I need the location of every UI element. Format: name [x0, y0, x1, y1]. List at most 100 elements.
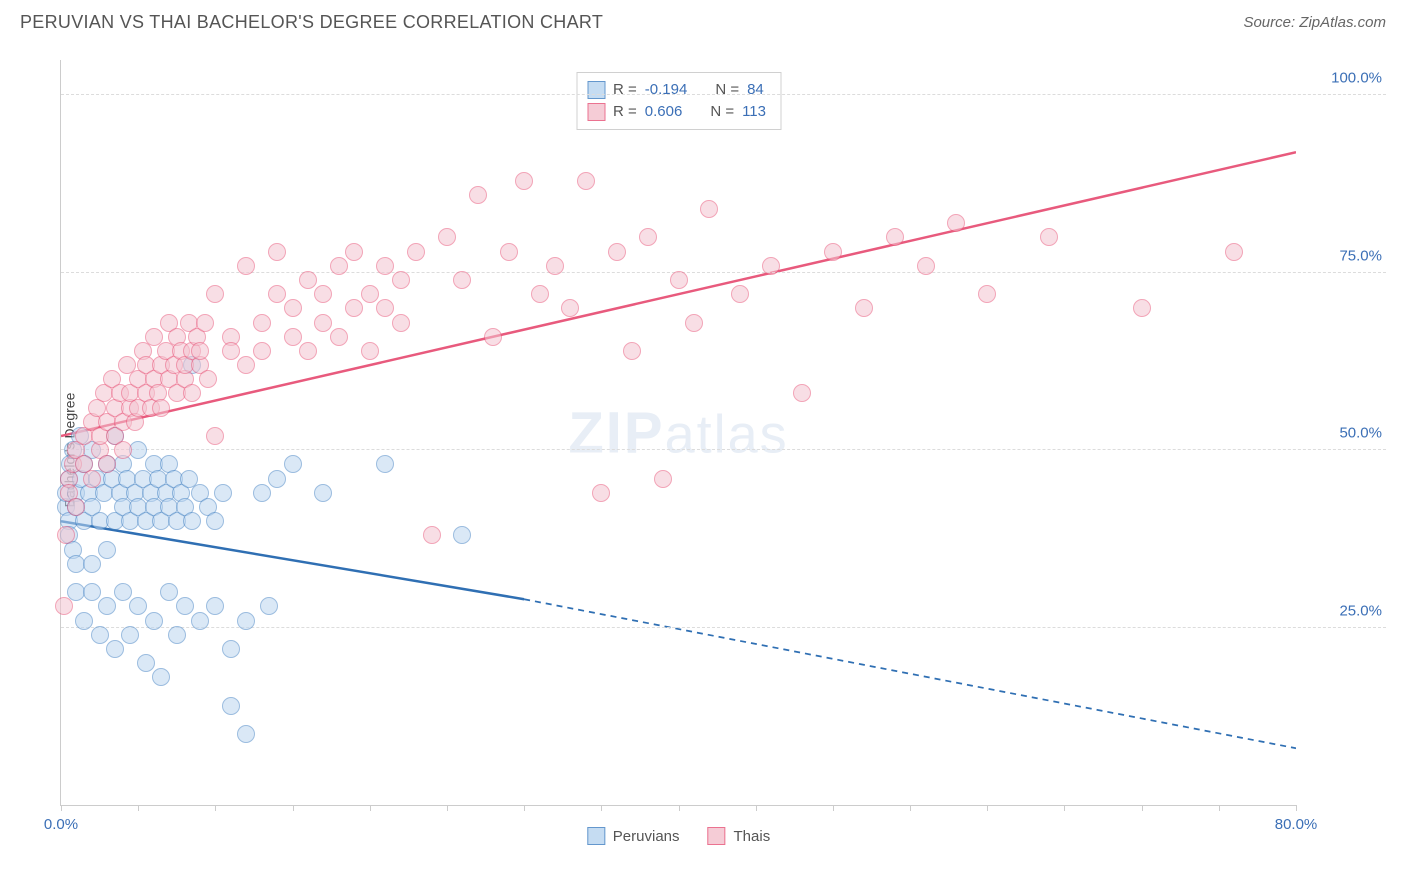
- xtick: [370, 805, 371, 811]
- data-point: [206, 512, 224, 530]
- data-point: [98, 541, 116, 559]
- data-point: [469, 186, 487, 204]
- data-point: [206, 285, 224, 303]
- ytick-label: 75.0%: [1339, 247, 1382, 264]
- data-point: [793, 384, 811, 402]
- data-point: [83, 583, 101, 601]
- data-point: [484, 328, 502, 346]
- data-point: [55, 597, 73, 615]
- data-point: [83, 470, 101, 488]
- data-point: [500, 243, 518, 261]
- data-point: [237, 356, 255, 374]
- data-point: [731, 285, 749, 303]
- r-value-thais: 0.606: [645, 101, 683, 123]
- data-point: [314, 484, 332, 502]
- data-point: [268, 285, 286, 303]
- data-point: [57, 526, 75, 544]
- data-point: [639, 228, 657, 246]
- data-point: [145, 612, 163, 630]
- ytick-label: 50.0%: [1339, 425, 1382, 442]
- data-point: [345, 299, 363, 317]
- data-point: [222, 640, 240, 658]
- data-point: [345, 243, 363, 261]
- legend-item-peruvians: Peruvians: [587, 827, 680, 845]
- data-point: [299, 271, 317, 289]
- xtick: [293, 805, 294, 811]
- xtick: [679, 805, 680, 811]
- data-point: [160, 583, 178, 601]
- data-point: [152, 668, 170, 686]
- legend-item-thais: Thais: [708, 827, 771, 845]
- data-point: [222, 697, 240, 715]
- data-point: [376, 299, 394, 317]
- data-point: [284, 455, 302, 473]
- xtick: [833, 805, 834, 811]
- gridline-h: [61, 94, 1386, 95]
- data-point: [91, 626, 109, 644]
- xtick: [756, 805, 757, 811]
- data-point: [222, 342, 240, 360]
- r-label: R =: [613, 101, 637, 123]
- data-point: [453, 526, 471, 544]
- xtick: [987, 805, 988, 811]
- legend-swatch-peruvians: [587, 827, 605, 845]
- data-point: [237, 612, 255, 630]
- data-point: [824, 243, 842, 261]
- data-point: [106, 640, 124, 658]
- data-point: [330, 257, 348, 275]
- data-point: [1133, 299, 1151, 317]
- n-label: N =: [715, 79, 739, 101]
- data-point: [947, 214, 965, 232]
- stats-row-thais: R = 0.606 N = 113: [587, 101, 766, 123]
- xtick: [1142, 805, 1143, 811]
- data-point: [978, 285, 996, 303]
- data-point: [75, 612, 93, 630]
- data-point: [191, 342, 209, 360]
- data-point: [284, 299, 302, 317]
- correlation-stats-box: R = -0.194 N = 84 R = 0.606 N = 113: [576, 72, 781, 130]
- data-point: [392, 271, 410, 289]
- data-point: [214, 484, 232, 502]
- data-point: [152, 399, 170, 417]
- data-point: [137, 654, 155, 672]
- data-point: [237, 257, 255, 275]
- data-point: [700, 200, 718, 218]
- data-point: [886, 228, 904, 246]
- data-point: [623, 342, 641, 360]
- xtick-label: 0.0%: [44, 816, 78, 833]
- data-point: [268, 470, 286, 488]
- data-point: [855, 299, 873, 317]
- data-point: [453, 271, 471, 289]
- data-point: [608, 243, 626, 261]
- data-point: [253, 484, 271, 502]
- xtick: [524, 805, 525, 811]
- data-point: [376, 257, 394, 275]
- watermark-prefix: ZIP: [568, 400, 664, 465]
- trend-lines: [61, 60, 1296, 805]
- data-point: [407, 243, 425, 261]
- swatch-thais: [587, 103, 605, 121]
- data-point: [654, 470, 672, 488]
- data-point: [98, 597, 116, 615]
- gridline-h: [61, 449, 1386, 450]
- data-point: [577, 172, 595, 190]
- xtick: [910, 805, 911, 811]
- data-point: [685, 314, 703, 332]
- n-value-peruvians: 84: [747, 79, 764, 101]
- watermark-suffix: atlas: [665, 404, 789, 464]
- data-point: [83, 555, 101, 573]
- xtick: [1219, 805, 1220, 811]
- ytick-label: 100.0%: [1331, 70, 1382, 87]
- data-point: [592, 484, 610, 502]
- data-point: [176, 597, 194, 615]
- gridline-h: [61, 272, 1386, 273]
- data-point: [114, 583, 132, 601]
- data-point: [361, 285, 379, 303]
- data-point: [438, 228, 456, 246]
- data-point: [531, 285, 549, 303]
- data-point: [121, 626, 139, 644]
- legend-label-thais: Thais: [734, 828, 771, 845]
- r-label: R =: [613, 79, 637, 101]
- data-point: [114, 441, 132, 459]
- data-point: [423, 526, 441, 544]
